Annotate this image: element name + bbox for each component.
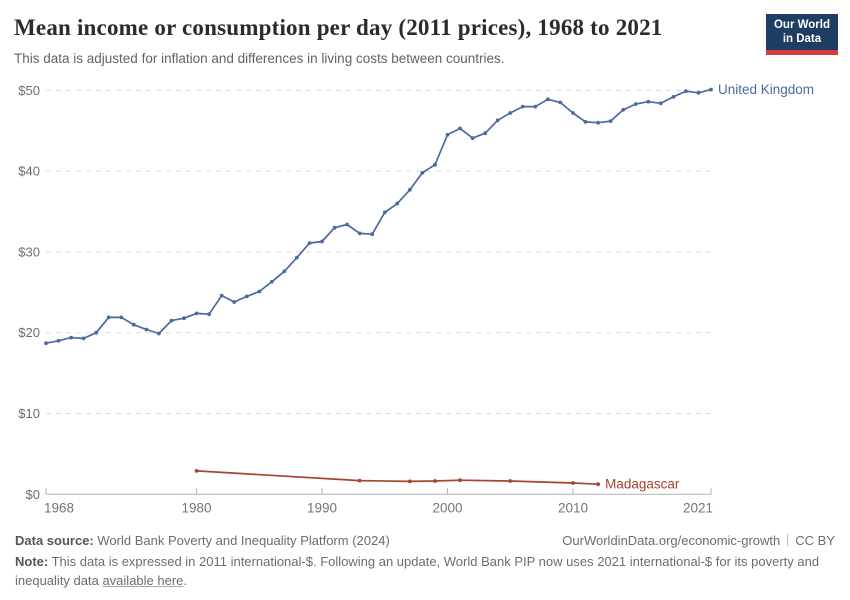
note-label: Note:: [15, 554, 49, 569]
owid-logo-line1: Our World: [773, 19, 830, 31]
point-madagascar-2010: [571, 481, 575, 485]
point-united-kingdom-1978: [169, 318, 174, 323]
x-axis-label-2000: 2000: [432, 500, 462, 515]
x-axis-label-1968: 1968: [44, 500, 74, 515]
point-united-kingdom-1992: [345, 222, 349, 227]
point-united-kingdom-2005: [508, 111, 513, 115]
point-united-kingdom-1971: [81, 336, 86, 341]
point-united-kingdom-1982: [219, 293, 224, 298]
point-united-kingdom-2020: [696, 90, 701, 95]
site-link: OurWorldinData.org/economic-growth: [562, 533, 781, 548]
point-united-kingdom-2015: [633, 102, 638, 106]
point-united-kingdom-2011: [583, 120, 588, 124]
y-axis-label-$30: $30: [18, 244, 40, 259]
point-united-kingdom-1980: [194, 311, 199, 316]
data-source-text: World Bank Poverty and Inequality Platfo…: [97, 533, 390, 548]
point-united-kingdom-2016: [646, 99, 651, 104]
y-axis-label-$0: $0: [26, 487, 40, 502]
point-united-kingdom-1989: [307, 241, 312, 246]
point-united-kingdom-1979: [182, 316, 186, 321]
owid-logo: Our World in Data: [765, 14, 838, 55]
point-united-kingdom-2006: [520, 104, 525, 109]
point-united-kingdom-2009: [558, 100, 563, 105]
page-title: Mean income or consumption per day (2011…: [14, 15, 663, 40]
point-united-kingdom-2013: [608, 119, 613, 123]
point-united-kingdom-1999: [433, 162, 437, 167]
point-united-kingdom-1993: [357, 231, 362, 236]
point-madagascar-1980: [194, 469, 199, 473]
point-united-kingdom-2021: [709, 87, 713, 92]
point-united-kingdom-1991: [332, 225, 337, 230]
point-united-kingdom-1976: [144, 327, 149, 332]
point-united-kingdom-2018: [671, 95, 676, 99]
point-united-kingdom-1986: [269, 279, 274, 284]
point-united-kingdom-1988: [295, 255, 299, 260]
point-madagascar-2005: [508, 479, 513, 483]
line-madagascar[interactable]: [195, 470, 599, 486]
point-united-kingdom-1998: [420, 170, 425, 175]
line-united-kingdom[interactable]: [45, 88, 712, 345]
point-united-kingdom-1996: [395, 201, 400, 206]
note-text: This data is expressed in 2011 internati…: [15, 554, 820, 588]
point-united-kingdom-2014: [621, 107, 626, 112]
license-label: CC BY: [795, 533, 835, 548]
point-united-kingdom-1968: [44, 341, 48, 346]
point-united-kingdom-1984: [244, 294, 249, 299]
point-united-kingdom-2004: [495, 118, 500, 123]
point-united-kingdom-1969: [56, 338, 61, 343]
series-label-united-kingdom[interactable]: United Kingdom: [718, 82, 814, 97]
divider: [787, 534, 789, 546]
point-united-kingdom-1977: [157, 331, 161, 336]
x-axis-label-2010: 2010: [558, 500, 588, 515]
footer-note: Note: This data is expressed in 2011 int…: [15, 552, 835, 590]
owid-logo-line2: in Data: [782, 32, 822, 45]
point-madagascar-1997: [408, 479, 412, 484]
point-united-kingdom-2012: [596, 120, 600, 125]
point-madagascar-1993: [357, 478, 362, 483]
point-united-kingdom-1997: [408, 187, 412, 192]
point-united-kingdom-2003: [483, 131, 488, 136]
series-label-madagascar[interactable]: Madagascar: [605, 477, 680, 492]
point-madagascar-1999: [433, 479, 437, 483]
y-axis-label-$20: $20: [18, 325, 40, 340]
point-united-kingdom-2017: [658, 101, 663, 106]
point-united-kingdom-1983: [232, 300, 237, 304]
point-united-kingdom-1994: [370, 232, 375, 237]
chart-footer: Data source: World Bank Poverty and Ineq…: [15, 531, 835, 590]
point-united-kingdom-1970: [69, 335, 73, 340]
x-axis-label-1990: 1990: [307, 500, 337, 515]
point-united-kingdom-1985: [257, 289, 262, 294]
point-united-kingdom-1974: [119, 315, 124, 320]
point-united-kingdom-1987: [282, 269, 287, 274]
y-axis-label-$10: $10: [18, 406, 40, 421]
point-united-kingdom-1995: [382, 210, 387, 215]
point-madagascar-2001: [458, 478, 462, 483]
point-united-kingdom-2002: [470, 136, 475, 141]
y-axis-label-$40: $40: [18, 164, 40, 179]
point-united-kingdom-2019: [684, 89, 688, 94]
point-united-kingdom-1990: [320, 239, 324, 244]
point-united-kingdom-1975: [131, 322, 136, 327]
x-axis-label-1980: 1980: [182, 500, 212, 515]
y-axis-label-$50: $50: [18, 83, 40, 98]
x-axis-label-2021: 2021: [683, 500, 713, 515]
point-united-kingdom-2000: [445, 132, 450, 137]
data-source: Data source: World Bank Poverty and Ineq…: [15, 531, 390, 550]
point-united-kingdom-1973: [106, 315, 111, 320]
data-source-label: Data source:: [15, 533, 94, 548]
page-subtitle: This data is adjusted for inflation and …: [14, 51, 505, 66]
point-united-kingdom-2010: [571, 111, 575, 115]
footer-attribution: OurWorldinData.org/economic-growth CC BY: [562, 531, 835, 550]
available-here-link[interactable]: available here: [102, 573, 184, 588]
point-united-kingdom-2008: [546, 97, 550, 102]
point-united-kingdom-1981: [207, 312, 212, 317]
note-suffix: .: [183, 573, 188, 588]
point-madagascar-2012: [596, 482, 600, 487]
footer-source-row: Data source: World Bank Poverty and Ineq…: [15, 531, 835, 550]
point-united-kingdom-2007: [533, 104, 538, 109]
point-united-kingdom-1972: [94, 330, 99, 335]
point-united-kingdom-2001: [458, 126, 462, 131]
